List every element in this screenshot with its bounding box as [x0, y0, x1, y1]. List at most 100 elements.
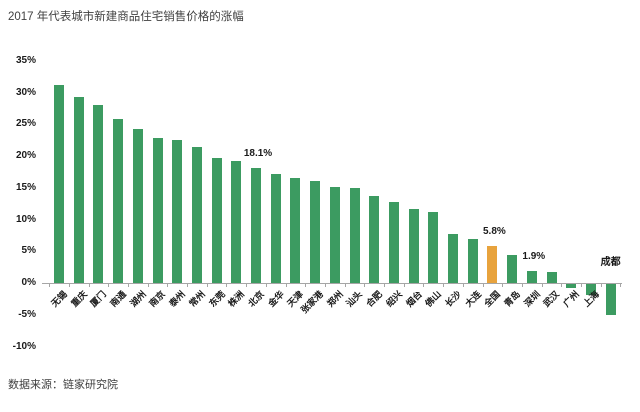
x-axis-label-泰州: 泰州 — [167, 289, 188, 309]
bar-天津 — [290, 177, 301, 283]
x-axis-label-长沙: 长沙 — [443, 289, 464, 309]
x-axis-tick-mark — [324, 284, 326, 287]
x-axis-tick-mark — [443, 284, 445, 287]
y-axis-tick-label: 0% — [21, 277, 36, 288]
bar-青岛 — [507, 255, 518, 283]
data-source-note: 数据来源：链家研究院 — [8, 379, 118, 391]
bar-张家港 — [310, 181, 321, 283]
x-axis-label-成都: 成都 — [600, 257, 621, 268]
bar-重庆 — [73, 96, 84, 283]
x-axis-label-绍兴: 绍兴 — [384, 289, 404, 309]
bar-绍兴 — [388, 201, 399, 283]
x-axis-tick-mark — [541, 284, 543, 287]
x-axis-label-金华: 金华 — [265, 289, 286, 309]
x-axis-tick-mark — [600, 284, 602, 287]
bar-全国 — [487, 246, 498, 283]
x-axis-label-东莞: 东莞 — [206, 289, 227, 309]
y-axis-tick-label: 15% — [15, 181, 36, 193]
y-axis-tick-label: -5% — [18, 308, 36, 320]
x-axis-tick-mark — [49, 284, 51, 287]
x-axis-label-烟台: 烟台 — [403, 289, 424, 309]
x-axis-tick-mark — [462, 284, 464, 287]
x-axis-tick-mark — [68, 284, 70, 287]
x-axis-tick-mark — [581, 284, 582, 287]
x-axis-label-株洲: 株洲 — [226, 289, 247, 309]
x-axis-tick-mark — [561, 284, 563, 287]
x-axis-tick-mark — [384, 284, 385, 287]
bar-常州 — [191, 146, 202, 283]
bar-株洲 — [231, 161, 242, 283]
x-axis-tick-mark — [88, 284, 90, 287]
bar-value-label-深圳: 1.9% — [522, 250, 546, 262]
bar-深圳 — [526, 270, 537, 283]
x-axis-label-全国: 全国 — [482, 289, 503, 309]
bar-金华 — [270, 174, 281, 283]
bar-泰州 — [172, 140, 183, 283]
x-axis-tick-mark — [246, 284, 248, 287]
bar-厦门 — [93, 105, 104, 283]
y-axis-tick-label: 25% — [15, 118, 36, 130]
x-axis-label-广州: 广州 — [561, 289, 582, 309]
x-axis-tick-mark — [167, 284, 169, 287]
x-axis-tick-mark — [226, 284, 228, 287]
bar-广州 — [566, 284, 577, 289]
x-axis-label-深圳: 深圳 — [522, 289, 542, 309]
bar-value-label-北京: 18.1% — [243, 148, 273, 160]
x-axis-label-南通: 南通 — [108, 289, 129, 309]
x-axis-tick-mark — [521, 284, 523, 287]
y-axis-tick-label: 20% — [15, 150, 36, 161]
bar-无锡 — [54, 84, 64, 283]
x-axis-label-重庆: 重庆 — [68, 289, 89, 309]
bar-湖州 — [132, 128, 143, 283]
x-axis-label-厦门: 厦门 — [88, 289, 109, 309]
bar-长沙 — [448, 233, 458, 283]
y-axis-tick-label: 30% — [15, 86, 36, 98]
x-axis-tick-mark — [206, 284, 208, 287]
bar-郑州 — [329, 186, 340, 283]
bar-南通 — [113, 119, 124, 283]
bar-上海 — [585, 284, 596, 295]
y-axis-tick-label: 5% — [21, 245, 36, 257]
x-axis-tick-mark — [127, 284, 129, 287]
y-axis-tick-label: -10% — [12, 340, 36, 352]
x-axis-label-湖州: 湖州 — [128, 289, 148, 309]
x-axis-label-佛山: 佛山 — [423, 289, 444, 309]
bar-佛山 — [428, 211, 439, 283]
x-axis-label-青岛: 青岛 — [502, 289, 523, 309]
x-axis-tick-mark — [620, 284, 622, 287]
x-axis-label-无锡: 无锡 — [49, 289, 70, 309]
chart-title: 2017 年代表城市新建商品住宅销售价格的涨幅 — [8, 11, 244, 23]
x-axis-tick-mark — [108, 284, 110, 287]
x-axis-label-上海: 上海 — [581, 289, 601, 309]
x-axis-tick-mark — [305, 284, 307, 287]
x-axis-tick-mark — [344, 284, 346, 287]
x-axis-label-郑州: 郑州 — [325, 289, 345, 309]
bar-成都 — [605, 284, 616, 316]
bar-大连 — [467, 238, 478, 283]
x-axis-label-武汉: 武汉 — [541, 289, 562, 309]
x-axis-label-北京: 北京 — [246, 289, 267, 309]
x-axis-label-合肥: 合肥 — [364, 289, 385, 309]
x-axis-line — [42, 283, 622, 284]
bar-南京 — [152, 138, 163, 283]
bar-北京 — [251, 168, 261, 283]
x-axis-label-南京: 南京 — [147, 289, 168, 309]
x-axis-label-汕头: 汕头 — [344, 289, 365, 309]
x-axis-tick-mark — [423, 284, 425, 287]
y-axis-tick-label: 10% — [15, 213, 36, 225]
x-axis-tick-mark — [147, 284, 149, 287]
x-axis-tick-mark — [403, 284, 405, 287]
x-axis-tick-mark — [187, 284, 189, 287]
bar-汕头 — [349, 187, 360, 284]
x-axis-tick-mark — [482, 284, 484, 287]
y-axis-tick-label: 35% — [15, 54, 36, 66]
bar-东莞 — [211, 157, 222, 283]
x-axis-label-大连: 大连 — [462, 289, 483, 309]
bar-武汉 — [546, 271, 557, 283]
x-axis-tick-mark — [364, 284, 366, 287]
x-axis-tick-mark — [265, 284, 267, 287]
x-axis-label-常州: 常州 — [187, 289, 207, 309]
bar-合肥 — [369, 196, 380, 283]
x-axis-tick-mark — [502, 284, 504, 287]
